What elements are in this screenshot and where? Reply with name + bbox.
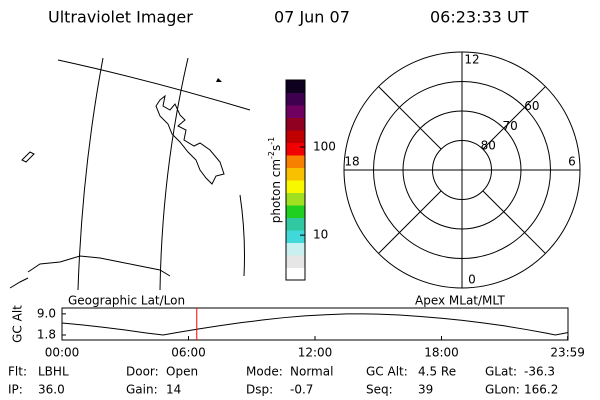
colorbar-segment	[286, 80, 305, 93]
altitude-line	[61, 313, 568, 336]
colorbar-segment	[286, 167, 305, 181]
x-tick-label: 12:00	[298, 346, 333, 360]
status-value: Open	[166, 365, 198, 379]
polar-spoke	[482, 190, 546, 254]
status-label: Gain:	[126, 383, 158, 397]
status-value: Normal	[290, 365, 333, 379]
colorbar: 10 100	[285, 79, 336, 281]
polar-mlt-label: 6	[568, 155, 576, 169]
colorbar-segment	[286, 142, 305, 156]
y-tick-label: 9.0	[37, 306, 56, 320]
status-panel: Flt: LBHL Door: Open Mode: Normal GC Alt: 4.5 R…	[8, 365, 558, 397]
status-label: GLat:	[485, 365, 517, 379]
polar-mlt-label: 0	[468, 273, 476, 287]
polar-mlt-label: 18	[344, 155, 359, 169]
colorbar-segment	[286, 217, 305, 231]
status-label: Dsp:	[246, 383, 273, 397]
x-tick-label: 00:00	[45, 346, 80, 360]
status-label: GLon:	[485, 383, 520, 397]
colorbar-segment	[286, 267, 305, 281]
map-grid-line	[239, 194, 245, 277]
polar-mlt-label: 12	[464, 53, 479, 67]
colorbar-label: photon cm-2s-1	[267, 137, 283, 224]
chart-left-title: Geographic Lat/Lon	[68, 294, 185, 308]
colorbar-segment	[286, 192, 305, 206]
coastline	[21, 151, 35, 163]
altitude-chart: 9.0 1.8 00:00 06:00 12:00 18:00 23:59	[37, 306, 585, 359]
status-value: 14	[166, 383, 181, 397]
coastline	[155, 94, 225, 185]
status-value: -0.7	[290, 383, 313, 397]
status-label: Door:	[126, 365, 159, 379]
colorbar-segment	[286, 117, 305, 131]
colorbar-label-part: photon cm	[269, 159, 283, 223]
colorbar-tick-label: 100	[313, 139, 336, 153]
chart-right-title: Apex MLat/MLT	[415, 294, 505, 308]
y-axis-label: GC Alt	[11, 305, 25, 343]
coastline	[9, 255, 171, 289]
colorbar-segment	[286, 155, 305, 168]
polar-ring-label: 70	[502, 119, 517, 133]
colorbar-segment	[286, 92, 305, 106]
time: 06:23:33 UT	[430, 8, 529, 27]
colorbar-frame	[285, 79, 306, 281]
polar-spoke	[482, 86, 546, 150]
polar-spoke	[378, 190, 442, 254]
status-label: IP:	[8, 383, 23, 397]
y-tick-label: 1.8	[37, 328, 56, 342]
colorbar-segment	[286, 105, 305, 118]
polar-ring-label: 80	[481, 139, 496, 153]
status-value: 166.2	[524, 383, 558, 397]
polar-spoke	[378, 86, 442, 150]
status-value: 39	[418, 383, 433, 397]
map-grid-line	[159, 57, 189, 291]
colorbar-segment	[286, 205, 305, 218]
x-tick-label: 23:59	[550, 346, 585, 360]
status-value: 36.0	[38, 383, 65, 397]
date: 07 Jun 07	[274, 8, 350, 27]
status-label: Mode:	[246, 365, 283, 379]
colorbar-label-part: s	[269, 145, 283, 151]
colorbar-segment	[286, 230, 305, 243]
map-grid-line	[77, 57, 104, 291]
status-label: Seq:	[366, 383, 393, 397]
x-tick-label: 06:00	[171, 346, 206, 360]
colorbar-label-part: -1	[267, 137, 276, 145]
colorbar-segment	[286, 130, 305, 143]
status-value: -36.3	[524, 365, 555, 379]
colorbar-tick-label: 10	[313, 228, 328, 242]
title: Ultraviolet Imager	[48, 8, 193, 27]
map-grid-line	[57, 59, 251, 111]
x-tick-label: 18:00	[424, 346, 459, 360]
status-label: Flt:	[8, 365, 27, 379]
colorbar-label-part: -2	[267, 151, 276, 159]
status-label: GC Alt:	[366, 365, 408, 379]
map-symbol	[216, 78, 222, 82]
colorbar-segment	[286, 242, 305, 256]
colorbar-segment	[286, 180, 305, 193]
map	[9, 57, 251, 291]
status-value: 4.5 Re	[418, 365, 456, 379]
colorbar-segment	[286, 255, 305, 268]
status-value: LBHL	[38, 365, 69, 379]
polar-ring-label: 60	[524, 99, 539, 113]
